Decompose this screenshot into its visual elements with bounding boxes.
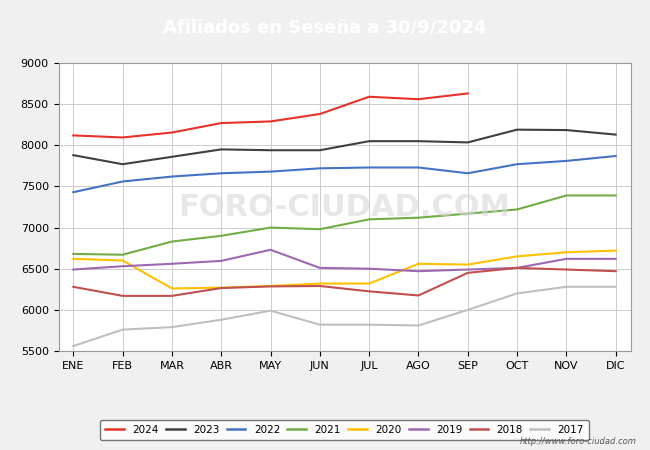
Legend: 2024, 2023, 2022, 2021, 2020, 2019, 2018, 2017: 2024, 2023, 2022, 2021, 2020, 2019, 2018… bbox=[100, 419, 589, 440]
Text: Afiliados en Seseña a 30/9/2024: Afiliados en Seseña a 30/9/2024 bbox=[163, 18, 487, 36]
Text: http://www.foro-ciudad.com: http://www.foro-ciudad.com bbox=[520, 436, 637, 446]
Text: FORO-CIUDAD.COM: FORO-CIUDAD.COM bbox=[179, 193, 510, 221]
